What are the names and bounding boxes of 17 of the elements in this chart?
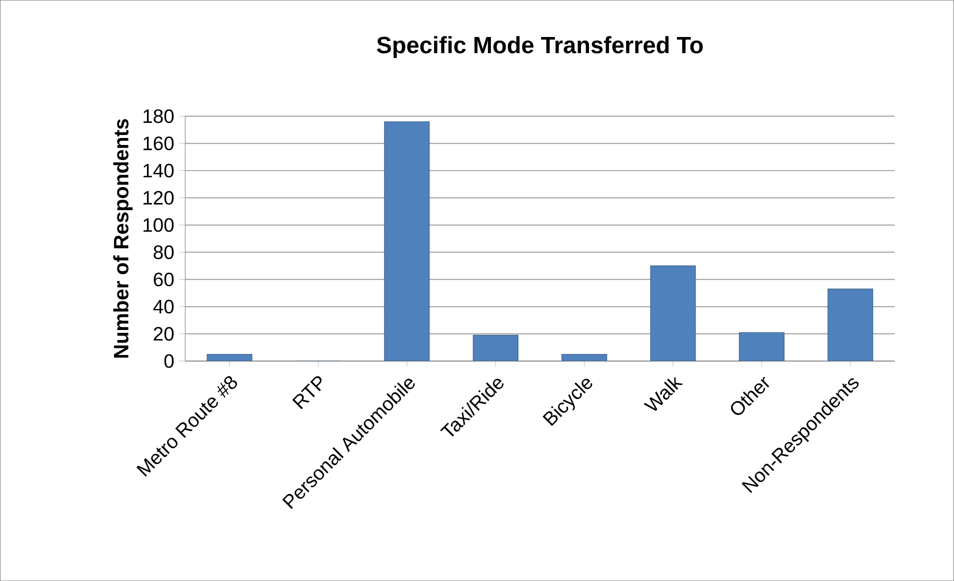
- y-tick-label: 40: [153, 300, 174, 314]
- y-tick-label: 0: [164, 354, 174, 368]
- y-axis-title: Number of Respondents: [113, 118, 133, 358]
- y-tick-label: 100: [144, 218, 174, 232]
- y-tick-label: 60: [154, 272, 174, 286]
- y-tick-label: 80: [154, 245, 174, 260]
- y-tick-label: 20: [154, 326, 174, 341]
- bar: [650, 265, 696, 361]
- bar: [738, 332, 784, 361]
- y-tick-label: 140: [144, 164, 174, 178]
- bar: [384, 121, 430, 361]
- y-tick-label: 120: [144, 190, 174, 205]
- chart-title: Specific Mode Transferred To: [376, 36, 703, 58]
- bar: [472, 334, 518, 361]
- bar: [828, 288, 874, 361]
- y-tick-label: 180: [144, 109, 174, 123]
- y-tick-label: 160: [144, 136, 174, 150]
